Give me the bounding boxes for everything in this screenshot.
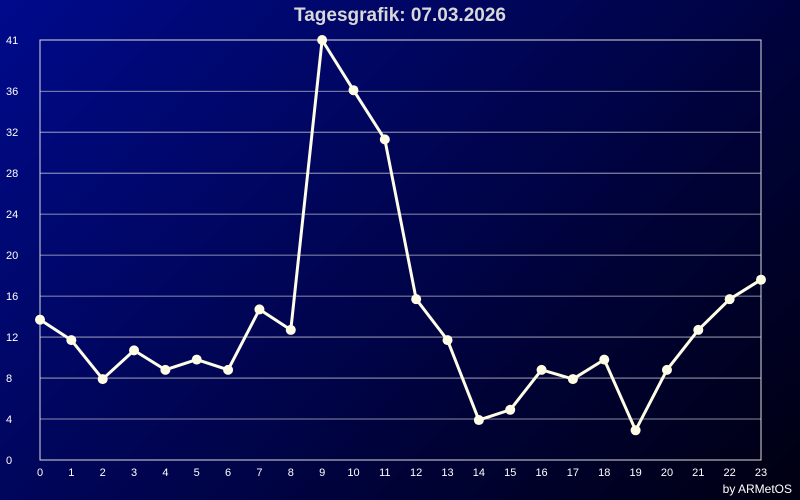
plot-frame [39, 39, 762, 461]
x-tick-label: 9 [319, 467, 325, 479]
x-tick-label: 7 [256, 467, 262, 479]
data-point [379, 134, 390, 145]
data-point [693, 324, 704, 335]
x-tick-label: 15 [504, 467, 516, 479]
data-point [285, 324, 296, 335]
data-point [317, 35, 328, 45]
x-tick-label: 16 [535, 467, 547, 479]
x-tick-label: 1 [68, 467, 74, 479]
data-point [191, 354, 202, 365]
data-point [756, 274, 766, 285]
y-tick-label: 20 [6, 250, 18, 262]
data-point [254, 304, 265, 315]
data-point [630, 425, 641, 436]
data-point [129, 345, 140, 356]
data-point [442, 335, 453, 346]
data-point [223, 364, 234, 375]
x-tick-label: 12 [410, 467, 422, 479]
y-tick-label: 32 [6, 127, 18, 139]
data-point [473, 415, 484, 426]
credit-label: by ARMetOS [722, 482, 792, 496]
y-tick-label: 28 [6, 168, 18, 180]
series-line [39, 38, 762, 432]
data-point [66, 335, 77, 346]
y-tick-label: 41 [6, 35, 18, 47]
x-tick-label: 18 [598, 467, 610, 479]
data-point [536, 364, 547, 375]
x-tick-label: 19 [629, 467, 641, 479]
x-tick-label: 6 [225, 467, 231, 479]
data-point [505, 404, 516, 415]
x-tick-label: 13 [441, 467, 453, 479]
x-tick-label: 23 [755, 467, 767, 479]
x-tick-label: 0 [37, 467, 43, 479]
x-tick-label: 2 [100, 467, 106, 479]
y-tick-label: 24 [6, 209, 18, 221]
data-point [567, 374, 578, 385]
x-tick-label: 4 [162, 467, 168, 479]
x-tick-label: 17 [567, 467, 579, 479]
data-point [348, 85, 359, 96]
y-tick-label: 0 [6, 455, 12, 467]
x-tick-label: 10 [347, 467, 359, 479]
x-tick-label: 3 [131, 467, 137, 479]
y-tick-label: 16 [6, 291, 18, 303]
chart-title: Tagesgrafik: 07.03.2026 [294, 5, 506, 26]
x-tick-label: 20 [661, 467, 673, 479]
x-tick-label: 11 [379, 467, 390, 479]
y-tick-label: 8 [6, 373, 12, 385]
y-tick-label: 4 [6, 414, 12, 426]
x-tick-label: 5 [194, 467, 200, 479]
data-point [599, 354, 610, 365]
data-point [661, 364, 672, 375]
data-point [97, 374, 108, 385]
y-tick-label: 36 [6, 86, 18, 98]
data-point [411, 294, 422, 305]
x-tick-label: 21 [692, 467, 704, 479]
x-tick-label: 14 [473, 467, 485, 479]
x-tick-label: 8 [288, 467, 294, 479]
data-point [724, 294, 735, 305]
x-tick-label: 22 [724, 467, 736, 479]
y-tick-label: 12 [6, 332, 18, 344]
data-point [160, 364, 171, 375]
data-point [35, 314, 45, 325]
